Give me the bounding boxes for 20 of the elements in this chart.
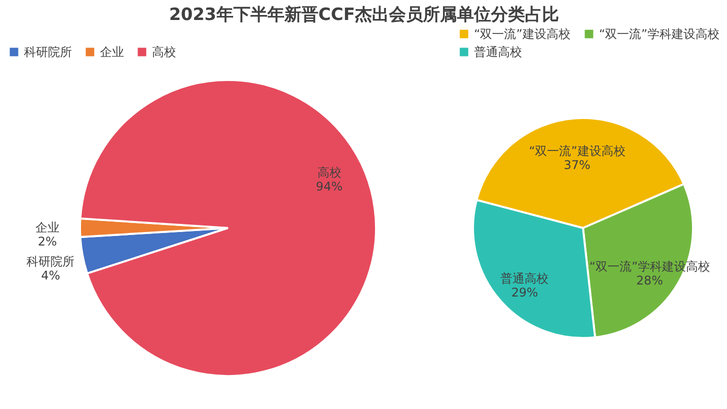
pie-slice <box>79 79 377 377</box>
data-label: 29% <box>511 285 538 300</box>
data-label: 94% <box>316 180 343 194</box>
data-label: 4% <box>41 268 60 283</box>
data-label: 28% <box>636 274 663 288</box>
slice-label: 企业 <box>35 220 60 235</box>
data-label: 2% <box>38 234 57 249</box>
legend-label: 科研院所 <box>24 45 72 59</box>
slice-label: 科研院所 <box>26 254 75 269</box>
legend-label: 普通高校 <box>474 45 522 59</box>
chart-title: 2023年下半年新晋CCF杰出会员所属单位分类占比 <box>169 5 559 25</box>
slice-label: “双一流”学科建设高校 <box>589 260 710 274</box>
legend-label: “双一流”建设高校 <box>474 27 570 41</box>
slice-label: 普通高校 <box>500 271 549 286</box>
data-label: 37% <box>564 158 590 172</box>
slice-label: “双一流”建设高校 <box>528 144 626 158</box>
slice-label: 高校 <box>317 166 342 180</box>
legend-label: 企业 <box>100 45 124 59</box>
legend-label: 高校 <box>152 45 176 59</box>
legend-label: “双一流”学科建设高校 <box>599 27 720 41</box>
